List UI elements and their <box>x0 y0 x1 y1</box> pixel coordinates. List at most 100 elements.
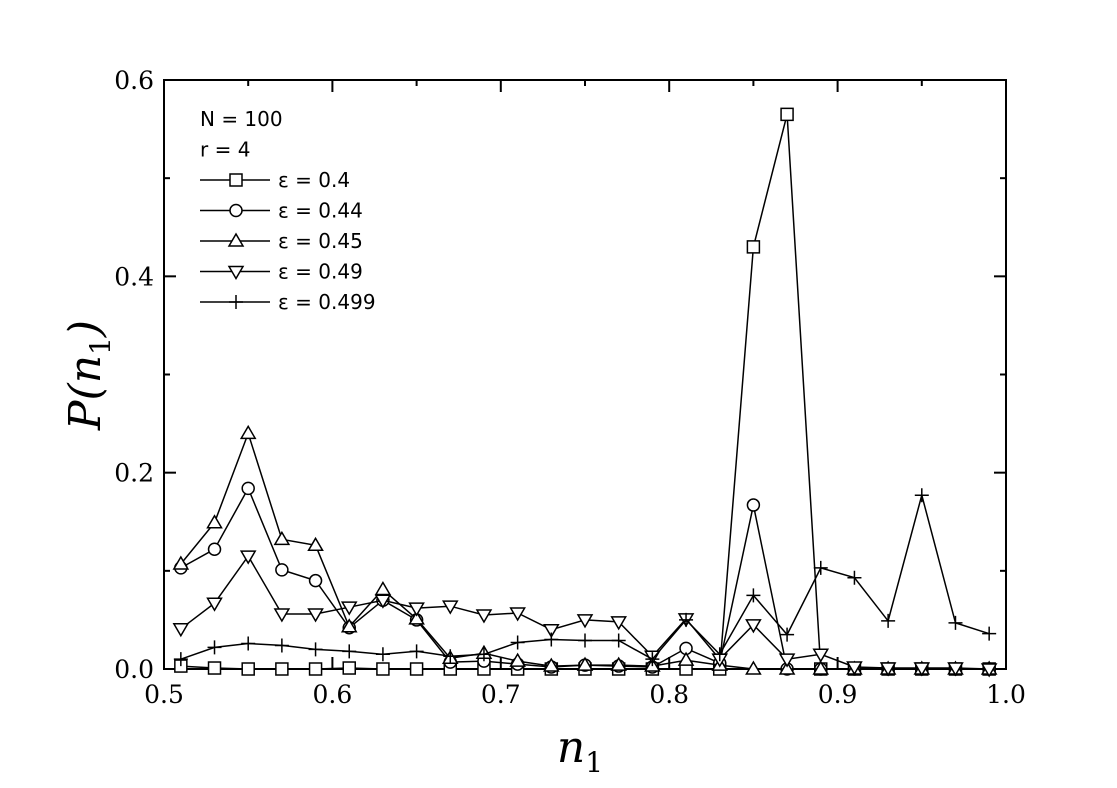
legend-marker-triangle-up <box>227 232 245 247</box>
data-point-square <box>275 662 289 676</box>
data-point-triangle-up <box>273 530 291 546</box>
data-point-triangle-up <box>543 657 560 672</box>
y-axis-title-var: n <box>60 355 111 383</box>
data-point-plus <box>544 632 559 647</box>
data-point-triangle-down <box>913 662 931 677</box>
data-point-square <box>342 661 356 675</box>
series-line-triangle-down <box>180 554 990 670</box>
data-point-triangle-up <box>340 618 358 633</box>
legend-annotation: N = 100 <box>200 107 283 131</box>
legend-label: ε = 0.499 <box>278 290 376 314</box>
y-tick-label: 0.2 <box>114 459 154 488</box>
data-point-plus <box>274 638 289 653</box>
data-point-triangle-up <box>576 656 594 671</box>
legend-annotation: r = 4 <box>200 138 250 162</box>
data-point-circle <box>241 481 255 496</box>
data-point-plus <box>847 570 862 585</box>
data-point-plus <box>578 633 592 648</box>
y-axis-title-sub: 1 <box>84 337 117 355</box>
y-tick-label: 0.6 <box>114 66 154 95</box>
x-axis-title-var: n <box>557 722 585 773</box>
data-point-triangle-down <box>239 550 257 565</box>
data-point-plus <box>611 633 626 648</box>
data-point-plus <box>173 652 188 667</box>
legend-item-square: ε = 0.4 <box>200 168 350 192</box>
y-axis-title-prefix: P( <box>60 382 111 431</box>
x-tick-label: 0.6 <box>313 680 353 709</box>
data-point-triangle-down <box>206 597 223 612</box>
legend-item-circle: ε = 0.44 <box>200 199 363 223</box>
data-point-triangle-up <box>239 424 257 440</box>
data-point-plus <box>780 627 795 642</box>
y-tick-label: 0.0 <box>114 655 154 684</box>
data-point-plus <box>679 612 694 627</box>
data-point-plus <box>948 615 963 630</box>
data-point-plus <box>813 560 828 575</box>
legend: N = 100 r = 4 ε = 0.4 ε = 0.44 ε = 0.45 ε = 0… <box>200 107 376 314</box>
data-point-plus <box>746 588 761 603</box>
y-axis-title-suffix: ) <box>60 320 111 338</box>
legend-label: ε = 0.4 <box>278 168 350 192</box>
data-point-plus <box>443 649 458 664</box>
data-point-square <box>780 107 794 122</box>
data-point-circle <box>275 563 289 577</box>
x-axis-title: n1 <box>557 722 603 779</box>
data-point-triangle-down <box>812 648 830 663</box>
data-point-plus <box>881 613 896 628</box>
data-point-triangle-up <box>374 580 392 596</box>
data-point-plus <box>712 647 727 662</box>
data-point-plus <box>308 642 323 657</box>
data-point-triangle-down <box>475 609 493 624</box>
data-point-square <box>207 661 222 675</box>
data-point-triangle-down <box>745 619 762 634</box>
data-point-triangle-down <box>408 602 425 617</box>
series-plus <box>173 488 997 667</box>
data-point-square <box>241 662 255 676</box>
data-point-triangle-down <box>879 662 897 677</box>
legend-label: ε = 0.44 <box>278 199 363 223</box>
legend-marker-plus <box>229 295 243 309</box>
x-tick-label: 0.7 <box>481 680 521 709</box>
data-point-triangle-down <box>172 623 190 638</box>
data-point-triangle-up <box>778 660 796 675</box>
series-layer <box>172 107 998 678</box>
data-point-triangle-up <box>172 555 190 570</box>
data-point-triangle-down <box>947 662 964 677</box>
data-point-triangle-up <box>677 651 695 666</box>
data-point-triangle-up <box>408 610 425 625</box>
legend-item-triangle-down: ε = 0.49 <box>200 260 363 284</box>
data-point-plus <box>342 644 357 659</box>
data-point-plus <box>375 647 390 662</box>
legend-label: ε = 0.49 <box>278 260 363 284</box>
data-point-triangle-down <box>980 663 998 678</box>
data-point-triangle-down <box>273 608 291 623</box>
data-point-triangle-down <box>543 623 560 639</box>
data-point-plus <box>476 647 491 662</box>
legend-marker-square <box>229 173 243 187</box>
series-square <box>174 107 996 676</box>
x-tick-label: 1.0 <box>986 680 1026 709</box>
data-point-triangle-up <box>206 514 223 529</box>
data-point-square <box>308 662 323 676</box>
x-tick-label: 0.8 <box>649 680 689 709</box>
y-axis-title: P(n1) <box>60 320 117 431</box>
data-point-square <box>746 240 761 254</box>
x-axis-title-sub: 1 <box>585 746 603 779</box>
data-point-triangle-down <box>340 601 358 616</box>
data-point-triangle-down <box>374 594 392 609</box>
x-tick-label: 0.9 <box>818 680 858 709</box>
data-point-plus <box>982 626 997 641</box>
legend-label: ε = 0.45 <box>278 229 363 253</box>
data-point-triangle-down <box>509 607 526 622</box>
data-point-triangle-down <box>610 616 627 631</box>
y-tick-label: 0.4 <box>114 262 154 291</box>
data-point-plus <box>914 488 929 503</box>
legend-marker-triangle-down <box>227 265 245 280</box>
data-point-triangle-up <box>745 660 762 675</box>
data-point-plus <box>510 635 525 650</box>
data-point-triangle-down <box>441 600 459 615</box>
axes: 0.5 0.6 0.7 0.8 0.9 1.0 0.0 0.2 0.4 0.6 <box>114 66 1026 709</box>
data-point-plus <box>241 636 256 651</box>
